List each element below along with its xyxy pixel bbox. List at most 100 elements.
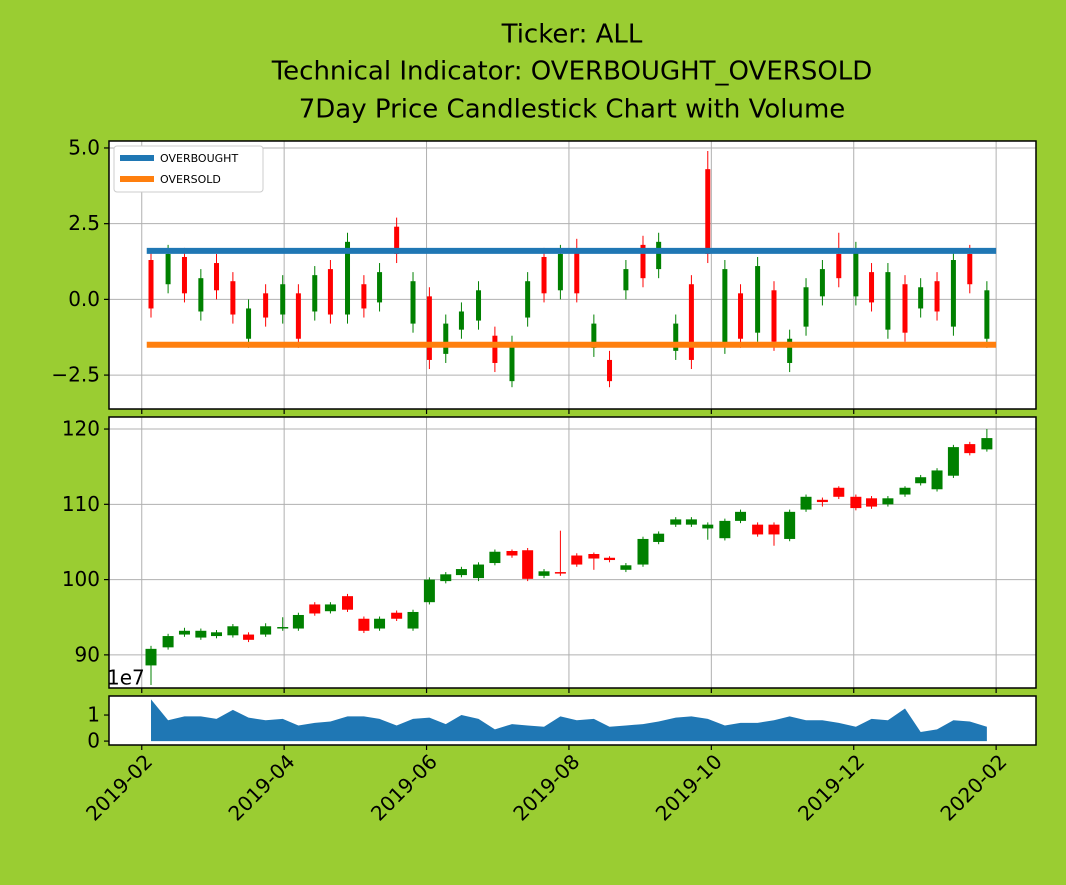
candle-body — [410, 281, 416, 324]
candle-body — [342, 596, 354, 610]
candle-body — [918, 287, 924, 309]
axes-frame — [108, 416, 1037, 689]
candle-body — [670, 519, 682, 525]
candle-body — [391, 612, 403, 619]
candle-body — [591, 323, 597, 348]
candle-body — [214, 263, 220, 291]
candle-body — [476, 290, 482, 321]
candle-body — [260, 626, 272, 635]
candle-body — [538, 571, 550, 576]
plot-area — [109, 417, 1036, 688]
candle-body — [443, 323, 449, 354]
candle-body — [327, 269, 333, 315]
y-tick-label: 5.0 — [68, 135, 100, 159]
candle-body — [440, 574, 452, 582]
x-tick-label: 2019-06 — [366, 749, 442, 825]
candle-body — [557, 253, 563, 291]
candle-body — [195, 630, 207, 638]
candle-body — [803, 287, 809, 327]
y-tick-label: 110 — [62, 492, 100, 516]
candle-body — [230, 281, 236, 315]
y-tick-label: −2.5 — [51, 363, 100, 387]
candle-body — [784, 511, 796, 539]
candle-body — [473, 564, 485, 579]
candle-body — [915, 477, 927, 484]
candle-body — [623, 269, 629, 291]
candle-body — [377, 272, 383, 303]
y-tick-label: 90 — [75, 642, 100, 666]
candle-body — [967, 253, 973, 285]
candle-body — [866, 498, 878, 507]
legend-label: OVERSOLD — [160, 173, 221, 186]
candle-body — [984, 290, 990, 339]
candle-body — [374, 618, 386, 629]
candle-body — [312, 275, 318, 312]
candle-body — [574, 250, 580, 294]
title-line: Technical Indicator: OVERBOUGHT_OVERSOLD — [271, 57, 873, 87]
candle-body — [850, 496, 862, 509]
candle-body — [525, 281, 531, 318]
candle-body — [178, 630, 190, 635]
candle-body — [735, 511, 747, 521]
volume-area — [151, 699, 987, 742]
candle-body — [554, 572, 566, 574]
x-tick-label: 2020-02 — [935, 749, 1011, 825]
candle-body — [361, 284, 367, 309]
candle-body — [853, 250, 859, 297]
candle-body — [263, 293, 269, 318]
candle-body — [981, 438, 993, 450]
axes-frame — [108, 140, 1037, 410]
candle-body — [869, 272, 875, 303]
candle-body — [964, 444, 976, 454]
candle-body — [705, 169, 711, 254]
candle-body — [882, 498, 894, 505]
candle-body — [836, 253, 842, 279]
candle-body — [719, 520, 731, 539]
y-tick-label: 2.5 — [68, 211, 100, 235]
candle-body — [620, 565, 632, 570]
candle-body — [833, 487, 845, 497]
candle-body — [492, 335, 498, 363]
candle-body — [324, 604, 336, 612]
candle-body — [934, 281, 940, 312]
candle-body — [607, 359, 613, 382]
candle-body — [455, 569, 467, 576]
y-tick-label: 100 — [62, 567, 100, 591]
candle-body — [588, 554, 600, 559]
candle-body — [227, 626, 239, 636]
y-tick-label: 0 — [87, 729, 100, 753]
candle-body — [394, 226, 400, 254]
candle-body — [358, 618, 370, 631]
candle-body — [458, 311, 464, 330]
candle-body — [571, 555, 583, 565]
candle-body — [702, 524, 714, 529]
x-tick-label: 2019-04 — [224, 749, 300, 825]
candle-body — [819, 269, 825, 297]
x-tick-label: 2019-10 — [651, 749, 727, 825]
candle-body — [722, 269, 728, 345]
x-tick-label: 2019-02 — [81, 749, 157, 825]
title-line: Ticker: ALL — [501, 20, 643, 50]
candle-body — [145, 648, 157, 666]
x-tick-label: 2019-12 — [793, 749, 869, 825]
candle-body — [243, 634, 255, 640]
candle-body — [816, 499, 828, 503]
candle-body — [426, 296, 432, 360]
candle-body — [755, 266, 761, 333]
x-tick-label: 2019-08 — [508, 749, 584, 825]
candle-body — [787, 338, 793, 363]
candle-body — [950, 260, 956, 327]
candle-body — [752, 524, 764, 535]
candle-body — [211, 632, 223, 637]
candle-body — [509, 344, 515, 382]
candle-body — [653, 533, 665, 542]
candle-body — [162, 636, 174, 648]
candle-body — [295, 293, 301, 339]
candle-body — [345, 241, 351, 315]
candle-body — [685, 519, 697, 525]
candle-body — [280, 284, 286, 315]
axes-frame — [108, 695, 1037, 746]
candle-body — [931, 470, 943, 490]
